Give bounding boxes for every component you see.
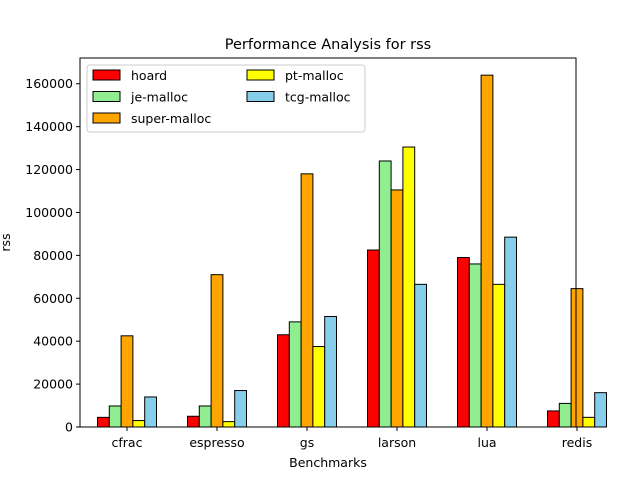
legend-swatch-je-malloc bbox=[92, 91, 121, 102]
bar-pt-malloc-cfrac bbox=[132, 420, 146, 428]
y-tick-label: 60000 bbox=[33, 291, 73, 306]
y-axis: 0 20000 40000 60000 80000 100000 120000 140000 1… bbox=[25, 76, 80, 435]
bar-je-malloc-cfrac bbox=[108, 405, 122, 428]
y-tick-label: 20000 bbox=[33, 377, 73, 392]
x-tick-label: redis bbox=[562, 435, 592, 450]
y-tick-label: 40000 bbox=[33, 334, 73, 349]
bar-tcg-malloc-larson bbox=[414, 283, 428, 428]
bar-hoard-cfrac bbox=[97, 416, 110, 428]
bar-tcg-malloc-lua bbox=[504, 236, 518, 428]
bars-group bbox=[97, 74, 608, 428]
bar-tcg-malloc-cfrac bbox=[144, 396, 157, 428]
x-tick-label: lua bbox=[477, 435, 496, 450]
bar-hoard-gs bbox=[277, 334, 290, 428]
x-tick-label: cfrac bbox=[112, 435, 143, 450]
x-axis-label: Benchmarks bbox=[289, 455, 367, 470]
bar-super-malloc-gs bbox=[300, 173, 314, 428]
bar-super-malloc-redis bbox=[570, 288, 584, 428]
legend-swatch-super-malloc bbox=[92, 112, 121, 124]
y-tick-label: 80000 bbox=[33, 248, 73, 263]
y-axis-label: rss bbox=[0, 233, 13, 251]
bar-pt-malloc-lua bbox=[492, 283, 506, 428]
bar-super-malloc-lua bbox=[480, 74, 494, 428]
legend-label-super-malloc: super-malloc bbox=[131, 111, 211, 126]
bar-super-malloc-espresso bbox=[210, 274, 224, 428]
legend-label-tcg-malloc: tcg-malloc bbox=[285, 90, 351, 105]
legend-swatch-tcg-malloc bbox=[246, 91, 275, 102]
y-tick-label: 160000 bbox=[25, 76, 73, 91]
legend: hoard je-malloc super-malloc pt-malloc tcg-m… bbox=[86, 64, 366, 133]
y-tick-label: 120000 bbox=[25, 162, 73, 177]
legend-swatch-pt-malloc bbox=[246, 69, 275, 81]
y-tick-label: 0 bbox=[65, 420, 73, 435]
bar-je-malloc-espresso bbox=[198, 405, 212, 428]
bar-super-malloc-larson bbox=[390, 189, 404, 428]
legend-swatch-hoard bbox=[92, 69, 121, 81]
chart-title: Performance Analysis for rss bbox=[225, 37, 431, 53]
legend-label-hoard: hoard bbox=[131, 68, 167, 83]
x-tick-label: larson bbox=[378, 435, 416, 450]
bar-je-malloc-lua bbox=[468, 263, 482, 428]
bar-pt-malloc-espresso bbox=[222, 421, 236, 428]
bar-hoard-redis bbox=[547, 410, 560, 428]
y-tick-label: 140000 bbox=[25, 119, 73, 134]
bar-je-malloc-redis bbox=[558, 402, 572, 428]
x-axis: cfrac espresso gs larson lua redis bbox=[112, 427, 592, 450]
x-tick-label: espresso bbox=[189, 435, 244, 450]
bar-hoard-larson bbox=[367, 249, 380, 428]
legend-frame bbox=[86, 64, 366, 133]
bar-pt-malloc-larson bbox=[402, 146, 416, 428]
legend-label-je-malloc: je-malloc bbox=[130, 90, 188, 105]
bar-pt-malloc-redis bbox=[582, 416, 596, 428]
bar-tcg-malloc-redis bbox=[594, 392, 608, 428]
bar-tcg-malloc-espresso bbox=[234, 390, 247, 428]
bar-je-malloc-larson bbox=[378, 160, 392, 428]
y-tick-label: 100000 bbox=[25, 205, 73, 220]
plot-frame bbox=[79, 57, 577, 428]
legend-label-pt-malloc: pt-malloc bbox=[285, 68, 344, 83]
bar-super-malloc-cfrac bbox=[120, 335, 134, 428]
bar-tcg-malloc-gs bbox=[324, 316, 338, 428]
bar-hoard-espresso bbox=[187, 415, 200, 428]
x-tick-label: gs bbox=[300, 435, 314, 450]
bar-hoard-lua bbox=[457, 257, 470, 428]
bar-je-malloc-gs bbox=[288, 321, 302, 428]
bar-pt-malloc-gs bbox=[312, 346, 326, 428]
